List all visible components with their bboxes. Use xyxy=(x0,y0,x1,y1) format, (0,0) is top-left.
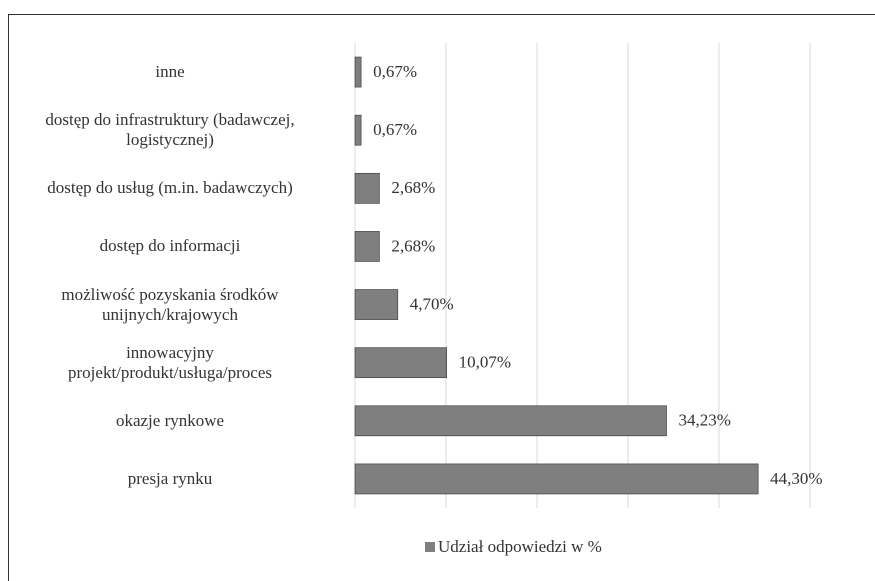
bar xyxy=(354,56,362,88)
bar xyxy=(354,463,759,495)
y-tick-label: możliwość pozyskania środków unijnych/kr… xyxy=(61,284,279,324)
y-tick-label: presja rynku xyxy=(127,468,213,488)
y-tick-label: dostęp do infrastruktury (badawczej, log… xyxy=(45,110,295,150)
data-label: 2,68% xyxy=(391,236,435,255)
bar xyxy=(354,289,399,320)
data-label: 0,67% xyxy=(373,62,417,81)
data-label: 0,67% xyxy=(373,120,417,139)
data-label: 2,68% xyxy=(391,178,435,197)
bar xyxy=(354,405,667,437)
legend-label: Udział odpowiedzi w % xyxy=(438,537,602,556)
bar xyxy=(354,347,447,379)
data-label: 44,30% xyxy=(770,469,822,488)
y-tick-label: dostęp do informacji xyxy=(99,236,241,256)
frame xyxy=(8,14,875,581)
data-label: 4,70% xyxy=(410,294,454,313)
bar xyxy=(354,172,380,204)
bar xyxy=(354,231,380,262)
legend-swatch xyxy=(425,542,435,552)
data-label: 10,07% xyxy=(459,353,511,372)
data-label: 34,23% xyxy=(678,411,730,430)
y-tick-label: innowacyjny projekt/produkt/usługa/proce… xyxy=(68,342,272,382)
y-tick-label: dostęp do usług (m.in. badawczych) xyxy=(47,178,293,198)
y-tick-label: okazje rynkowe xyxy=(115,410,225,430)
bar xyxy=(354,114,362,146)
y-tick-label: inne xyxy=(155,62,185,82)
